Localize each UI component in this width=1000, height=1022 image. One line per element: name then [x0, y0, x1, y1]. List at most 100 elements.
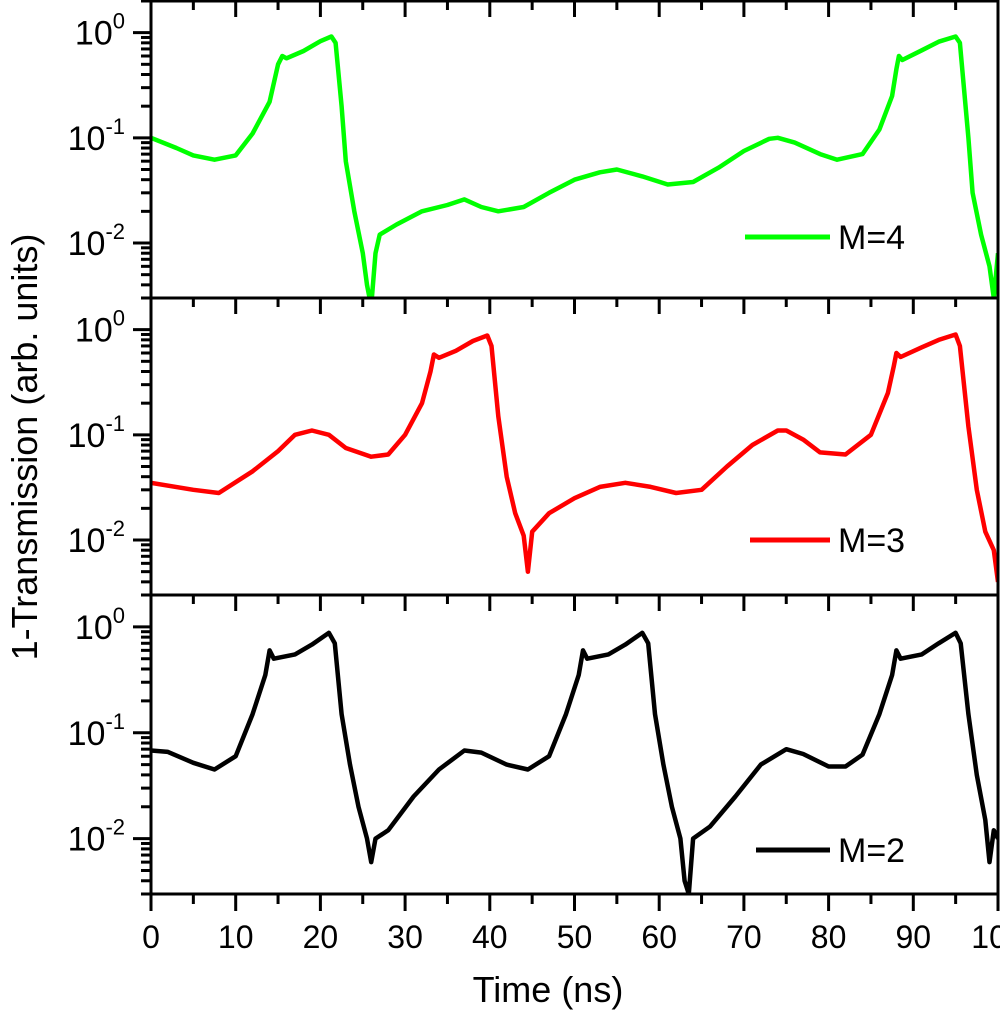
data-point	[793, 141, 797, 145]
data-point	[861, 152, 864, 156]
data-point	[378, 233, 382, 237]
data-point	[776, 429, 780, 432]
data-point	[213, 158, 216, 162]
data-point	[462, 197, 466, 201]
data-point	[490, 344, 493, 348]
data-point	[293, 652, 297, 656]
series-line-M=2	[151, 630, 998, 894]
data-point	[683, 879, 687, 883]
data-point	[894, 67, 898, 71]
data-point	[263, 673, 267, 677]
data-point	[733, 795, 737, 798]
data-point	[276, 449, 280, 453]
data-point	[365, 837, 369, 841]
data-point	[395, 223, 399, 226]
data-point	[979, 233, 983, 237]
data-point	[302, 49, 305, 53]
data-point	[937, 40, 941, 44]
data-point	[670, 805, 674, 809]
data-point	[674, 491, 678, 495]
data-point	[513, 511, 517, 515]
data-point	[471, 339, 475, 343]
data-point	[653, 712, 657, 716]
data-point	[573, 496, 576, 500]
data-point	[369, 860, 373, 864]
data-point	[975, 773, 979, 777]
data-point	[344, 159, 348, 163]
data-point	[920, 345, 924, 349]
data-point	[966, 425, 970, 428]
data-point	[598, 170, 602, 174]
data-point	[818, 450, 822, 454]
data-point	[437, 768, 441, 771]
data-point	[329, 35, 333, 38]
data-point	[318, 39, 322, 43]
data-point	[894, 351, 898, 355]
data-point	[954, 631, 958, 635]
data-point	[708, 825, 712, 829]
data-point	[598, 485, 602, 489]
data-point	[784, 747, 788, 751]
data-point	[717, 166, 720, 170]
data-point	[750, 443, 754, 447]
data-point	[966, 136, 970, 140]
data-point	[386, 453, 390, 456]
x-axis-label: Time (ns)	[473, 969, 624, 1010]
data-point	[310, 643, 314, 647]
data-point	[547, 191, 551, 195]
data-point	[869, 433, 873, 437]
data-point	[835, 158, 839, 162]
data-point	[374, 837, 377, 841]
y-tick-base: 10	[68, 522, 106, 560]
x-tick-label: 30	[387, 919, 423, 955]
data-point	[445, 203, 449, 207]
data-point	[678, 837, 682, 841]
data-point	[333, 641, 337, 645]
data-point	[334, 41, 338, 45]
x-tick-label: 20	[303, 919, 339, 955]
y-tick-base: 10	[75, 312, 113, 350]
data-point	[759, 763, 763, 767]
data-point	[818, 152, 822, 156]
data-point	[327, 433, 331, 437]
y-tick-exponent: 0	[113, 603, 125, 628]
data-point	[899, 657, 903, 661]
y-tick-exponent: -1	[105, 114, 125, 139]
x-tick-label: 40	[472, 919, 508, 955]
x-tick-label: 60	[641, 919, 677, 955]
data-point	[340, 712, 344, 716]
data-point	[988, 860, 991, 864]
data-point	[776, 136, 780, 140]
data-point	[615, 168, 619, 171]
y-tick-label: 100	[75, 603, 125, 647]
data-point	[234, 754, 238, 758]
data-point	[971, 191, 975, 195]
data-point	[522, 534, 526, 538]
data-point	[310, 429, 314, 432]
data-point	[937, 641, 941, 645]
y-tick-label: 10-2	[68, 815, 125, 859]
data-point	[191, 761, 195, 765]
data-point	[526, 570, 530, 574]
y-tick-label: 100	[75, 9, 125, 53]
y-tick-base: 10	[75, 609, 113, 647]
data-point	[280, 54, 284, 58]
legend-label-M=4: M=4	[838, 219, 905, 257]
data-point	[623, 481, 627, 485]
y-tick-exponent: -2	[105, 516, 125, 541]
y-tick-exponent: -1	[105, 709, 125, 734]
data-point	[877, 712, 881, 716]
y-tick-base: 10	[68, 417, 106, 455]
x-tick-label: 10	[218, 919, 254, 955]
data-point	[361, 251, 365, 255]
data-point	[573, 178, 576, 182]
data-point	[352, 209, 356, 213]
data-point	[975, 488, 979, 492]
data-point	[369, 455, 373, 459]
x-tick-label: 100	[971, 919, 1000, 955]
data-point	[217, 491, 221, 495]
data-point	[505, 475, 509, 479]
x-tick-label: 80	[811, 919, 847, 955]
data-point	[485, 334, 489, 337]
